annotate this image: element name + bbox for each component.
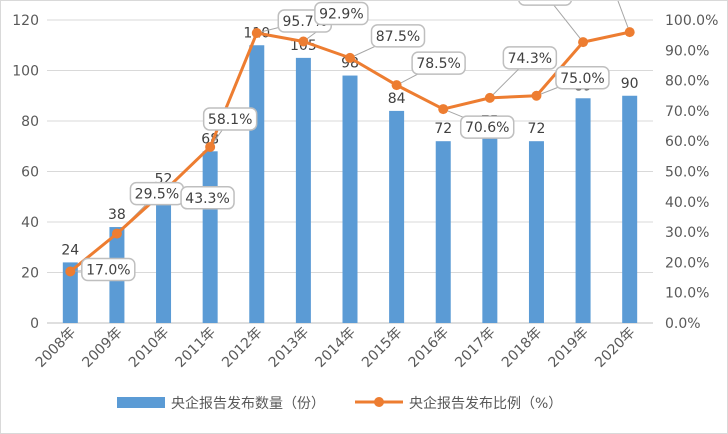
y-left-tick-label: 60 [21,165,39,181]
y-left-tick-label: 20 [21,266,39,282]
point-label-box [555,66,610,90]
x-tick-label: 2008年 [33,325,79,371]
bar-value-label: 38 [108,207,126,223]
y-left-tick-label: 40 [21,215,39,231]
ratio-point [624,27,635,38]
y-right-tick-label: 90.0% [665,43,709,59]
bar-value-label: 90 [621,76,639,92]
x-tick-label: 2020年 [592,325,638,371]
bar [342,75,358,323]
y-right-tick-label: 20.0% [665,255,709,271]
point-label-box [459,115,515,139]
point-value-label: 87.5% [376,29,420,45]
ratio-point [484,92,495,103]
x-tick-label: 2011年 [173,325,219,371]
ratio-point [391,80,402,91]
point-label-box [202,107,258,131]
point-label-box [370,24,426,48]
bar-value-label: 24 [61,242,79,258]
bar [482,133,498,323]
bar [622,95,638,323]
point-label-box [180,186,235,210]
point-value-label: 17.0% [86,262,130,278]
point-label-box [518,1,573,6]
point-value-label: 92.7% [523,1,567,3]
legend-bar-label: 央企报告发布数量（份） [171,395,325,412]
bar [62,262,78,323]
bar [575,98,591,324]
ratio-point [298,36,309,47]
point-value-label: 43.3% [185,191,229,207]
bar [249,45,265,323]
bar-value-label: 84 [388,91,406,107]
bar [389,110,405,324]
y-left-tick-label: 80 [21,114,39,130]
x-tick-label: 2013年 [266,325,312,371]
bar [156,191,172,323]
bar [435,141,451,323]
legend-line-label: 央企报告发布比例（%） [409,395,562,412]
point-value-label: 74.3% [508,51,552,67]
ratio-point [205,141,216,152]
ratio-point [345,52,355,63]
ratio-point [531,90,542,101]
y-right-tick-label: 80.0% [665,74,709,90]
bar [295,57,311,323]
bar [528,141,544,323]
ratio-point [578,37,589,48]
leader-line [617,1,631,33]
leader-line [549,1,584,43]
y-right-tick-label: 40.0% [665,195,709,211]
point-value-label: 78.5% [416,56,460,72]
ratio-point [438,104,449,115]
y-right-tick-label: 100.0% [665,13,718,29]
x-tick-label: 2019年 [545,325,591,371]
x-tick-label: 2014年 [312,325,358,371]
y-right-tick-label: 70.0% [665,104,709,120]
ratio-point [111,228,122,239]
y-right-tick-label: 10.0% [665,286,709,302]
bar [202,151,218,323]
point-value-label: 29.5% [135,187,179,203]
x-tick-label: 2017年 [452,325,498,371]
ratio-point [251,28,262,39]
point-value-label: 92.9% [319,7,363,23]
ratio-point [65,266,76,277]
point-value-label: 58.1% [208,112,252,128]
y-right-tick-label: 60.0% [665,134,709,150]
point-label-box [81,257,136,282]
point-value-label: 75.0% [560,71,604,87]
point-label-box [502,46,558,70]
point-value-label: 70.6% [465,120,509,136]
y-right-tick-label: 50.0% [665,165,709,181]
point-label-box [314,1,369,26]
x-tick-label: 2015年 [359,325,405,371]
legend-bar-swatch [117,397,165,408]
y-right-tick-label: 0.0% [665,316,701,332]
x-tick-label: 2016年 [406,325,452,371]
point-label-box [411,51,466,75]
x-tick-label: 2010年 [126,325,172,371]
y-left-tick-label: 0 [30,316,39,332]
bar-value-label: 72 [434,121,452,137]
x-tick-label: 2018年 [499,325,545,371]
y-right-tick-label: 30.0% [665,225,709,241]
y-left-tick-label: 120 [12,13,39,29]
bar-value-label: 72 [528,121,546,137]
y-left-tick-label: 100 [12,64,39,80]
x-tick-label: 2012年 [219,325,265,371]
legend-line-marker [374,397,384,407]
x-tick-label: 2009年 [79,325,125,371]
